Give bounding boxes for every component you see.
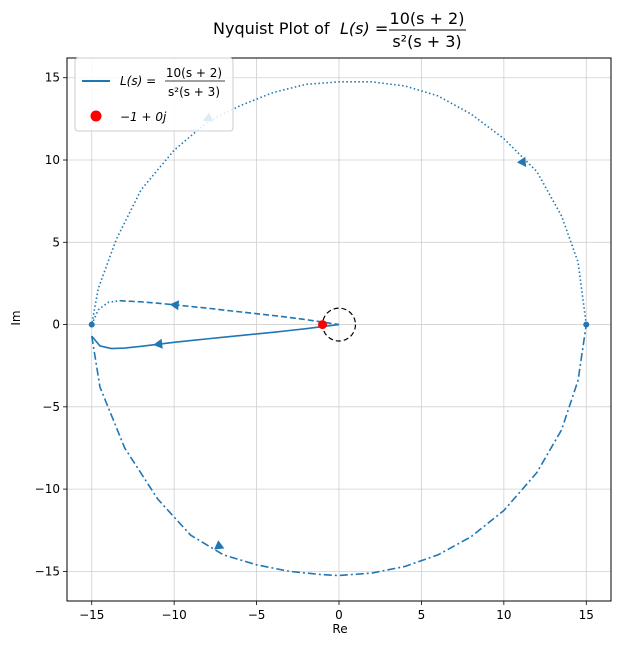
x-tick-label: −5 — [248, 608, 266, 622]
endpoint-marker — [583, 321, 590, 328]
plot-area: −15 −10 −5 0 5 10 15 −15 −10 −5 0 5 10 15 — [35, 57, 612, 622]
nyquist-segment-solid — [91, 323, 340, 350]
direction-arrow — [516, 156, 527, 168]
direction-arrow — [214, 540, 225, 550]
endpoint-marker — [88, 321, 95, 328]
y-tick-label: 0 — [52, 318, 60, 332]
y-tick-label: 5 — [52, 235, 60, 249]
direction-arrow — [153, 338, 163, 349]
markers-group — [88, 307, 590, 342]
x-tick-label: 0 — [335, 608, 343, 622]
series-group — [90, 81, 588, 577]
x-tick-label: 15 — [579, 608, 594, 622]
y-axis-label: Im — [9, 310, 23, 325]
y-tick-label: 10 — [45, 153, 60, 167]
critical-point — [318, 320, 328, 330]
direction-arrow — [169, 300, 180, 311]
chart-title: Nyquist Plot of L(s) = 10(s + 2) s²(s + … — [213, 9, 466, 51]
x-tick-label: −10 — [161, 608, 186, 622]
legend-point-swatch — [90, 110, 102, 122]
legend-curve-numerator: 10(s + 2) — [166, 66, 222, 80]
chart-title-numerator: 10(s + 2) — [390, 9, 465, 28]
nyquist-segment-dashdot — [90, 324, 588, 577]
y-tick-label: −15 — [35, 564, 60, 578]
y-tick-label: −5 — [42, 400, 60, 414]
chart-title-prefix: Nyquist Plot of — [213, 19, 330, 38]
nyquist-segment-dotted — [90, 81, 588, 325]
x-tick-label: 5 — [418, 608, 426, 622]
legend-curve-lhs: L(s) = — [120, 74, 156, 88]
chart-title-denominator: s²(s + 3) — [392, 32, 461, 51]
x-axis-ticks: −15 −10 −5 0 5 10 15 — [79, 601, 594, 622]
legend-curve-denominator: s²(s + 3) — [168, 85, 220, 99]
nyquist-segment-dashed — [119, 299, 340, 326]
y-tick-label: 15 — [45, 71, 60, 85]
x-tick-label: −15 — [79, 608, 104, 622]
nyquist-segment-dotted — [90, 299, 120, 325]
x-tick-label: 10 — [496, 608, 511, 622]
y-tick-label: −10 — [35, 482, 60, 496]
y-axis-ticks: −15 −10 −5 0 5 10 15 — [35, 71, 67, 578]
legend: L(s) = 10(s + 2) s²(s + 3) −1 + 0j — [74, 57, 234, 132]
grid-lines — [67, 58, 611, 601]
chart-title-lhs: L(s) = — [340, 19, 388, 38]
legend-point-label: −1 + 0j — [120, 110, 167, 124]
legend-box — [74, 57, 234, 132]
x-axis-label: Re — [332, 622, 347, 636]
